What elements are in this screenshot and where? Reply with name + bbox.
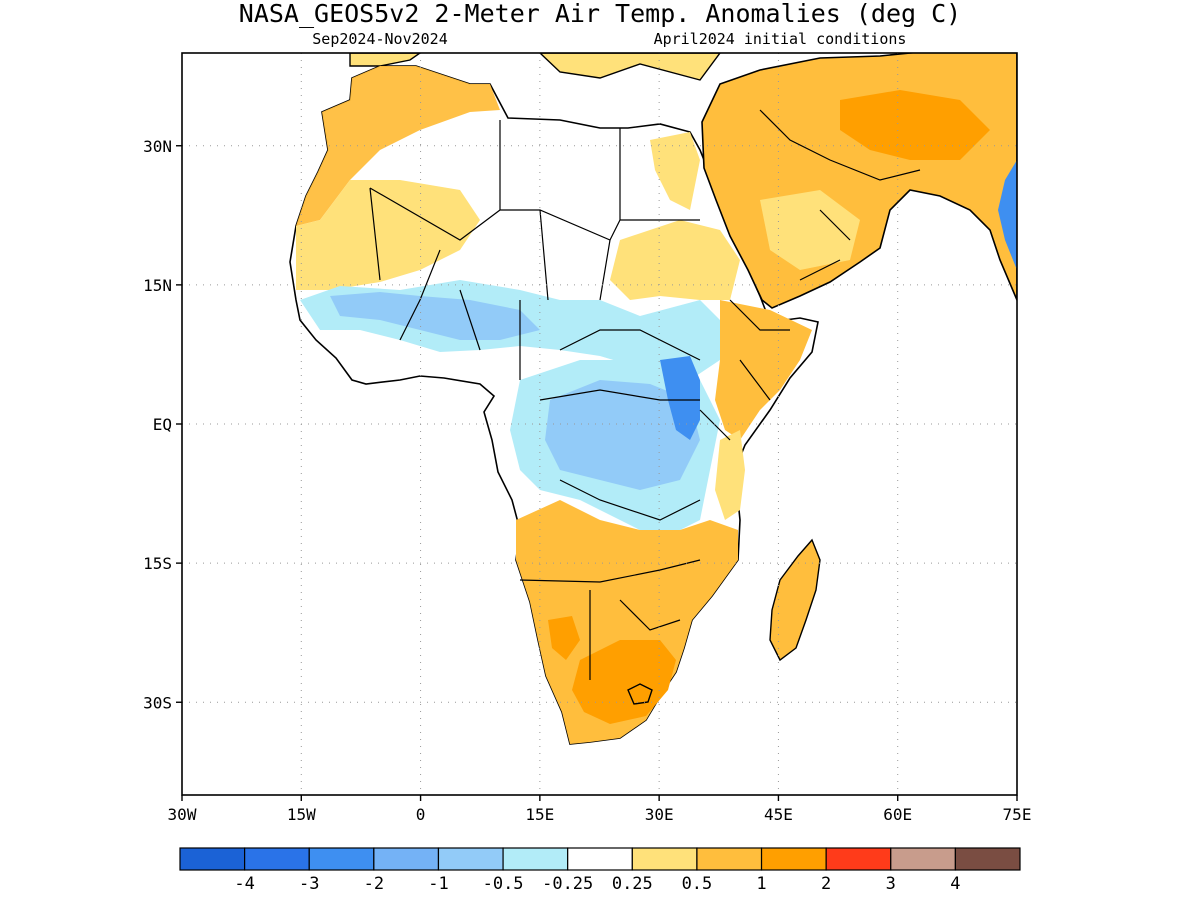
map-plot-area xyxy=(182,53,1017,795)
anomaly-egypt-coast xyxy=(650,132,700,210)
map-title: NASA_GEOS5v2 2-Meter Air Temp. Anomalies… xyxy=(239,0,961,28)
colorbar-label: -2 xyxy=(364,874,384,894)
colorbar-label: 0.5 xyxy=(682,874,713,894)
y-tick-label: 15S xyxy=(143,554,172,573)
colorbar-swatch xyxy=(890,847,956,871)
colorbar-swatch xyxy=(502,847,569,871)
madagascar xyxy=(769,538,821,662)
anomaly-arabia-mild xyxy=(760,190,860,270)
colorbar-label: -3 xyxy=(299,874,319,894)
colorbar-swatch xyxy=(631,847,698,871)
forecast-period: Sep2024-Nov2024 xyxy=(312,30,447,48)
lesotho-outline xyxy=(627,683,653,705)
x-tick-label: 45E xyxy=(764,805,793,824)
anomaly-southern-africa xyxy=(516,500,738,744)
colorbar-label: 1 xyxy=(756,874,766,894)
anomaly-central-cool-core xyxy=(545,380,700,490)
x-tick-label: 30E xyxy=(645,805,674,824)
anomaly-india-cool xyxy=(998,160,1017,270)
colorbar-swatch xyxy=(373,847,440,871)
y-tick-label: EQ xyxy=(153,415,172,434)
x-tick-label: 60E xyxy=(883,805,912,824)
latitude-axis: 30N 15N EQ 15S 30S xyxy=(143,137,182,712)
anomaly-arabia-warm-core xyxy=(840,90,990,160)
x-tick-label: 15W xyxy=(287,805,316,824)
europe-landmass xyxy=(349,53,721,81)
colorbar-label: 4 xyxy=(950,874,960,894)
colorbar-swatch xyxy=(954,847,1021,871)
initial-conditions: April2024 initial conditions xyxy=(654,30,907,48)
x-tick-label: 30W xyxy=(168,805,197,824)
anomaly-sahel-cool-core xyxy=(330,292,540,340)
anomaly-horn xyxy=(715,300,812,440)
colorbar-label: -1 xyxy=(428,874,448,894)
x-tick-label: 0 xyxy=(416,805,426,824)
anomaly-nw-africa xyxy=(296,66,500,226)
colorbar-swatch xyxy=(567,847,633,871)
colorbar-swatch xyxy=(825,847,892,871)
colorbar-label: 0.25 xyxy=(612,874,653,894)
colorbar-swatch xyxy=(437,847,504,871)
anomaly-namibia-hot xyxy=(548,616,580,660)
colorbar-label: -0.25 xyxy=(542,874,593,894)
colorbar-swatch xyxy=(179,847,246,871)
colorbar-label: 3 xyxy=(886,874,896,894)
colorbar-label: 2 xyxy=(821,874,831,894)
country-borders xyxy=(369,109,921,680)
y-tick-label: 15N xyxy=(143,276,172,295)
x-tick-label: 15E xyxy=(525,805,554,824)
colorbar-swatch xyxy=(760,847,827,871)
y-tick-label: 30S xyxy=(143,693,172,712)
colorbar: -4 -3 -2 -1 -0.5 -0.25 0.25 0.5 1 2 3 4 xyxy=(179,847,1021,894)
anomaly-east-cool-strong xyxy=(660,356,700,440)
colorbar-swatch xyxy=(244,847,310,871)
colorbar-label: -0.5 xyxy=(483,874,524,894)
anomaly-w-sahara xyxy=(296,180,480,290)
longitude-axis: 30W 15W 0 15E 30E 45E 60E 75E xyxy=(168,795,1032,824)
x-tick-label: 75E xyxy=(1003,805,1032,824)
colorbar-label: -4 xyxy=(234,874,254,894)
anomaly-sudan xyxy=(610,220,740,300)
colorbar-swatch xyxy=(696,847,763,871)
anomaly-south-africa-hot xyxy=(572,640,676,724)
y-tick-label: 30N xyxy=(143,137,172,156)
gridlines xyxy=(182,53,1017,795)
colorbar-swatch xyxy=(308,847,375,871)
anomaly-east-coast xyxy=(715,430,745,520)
